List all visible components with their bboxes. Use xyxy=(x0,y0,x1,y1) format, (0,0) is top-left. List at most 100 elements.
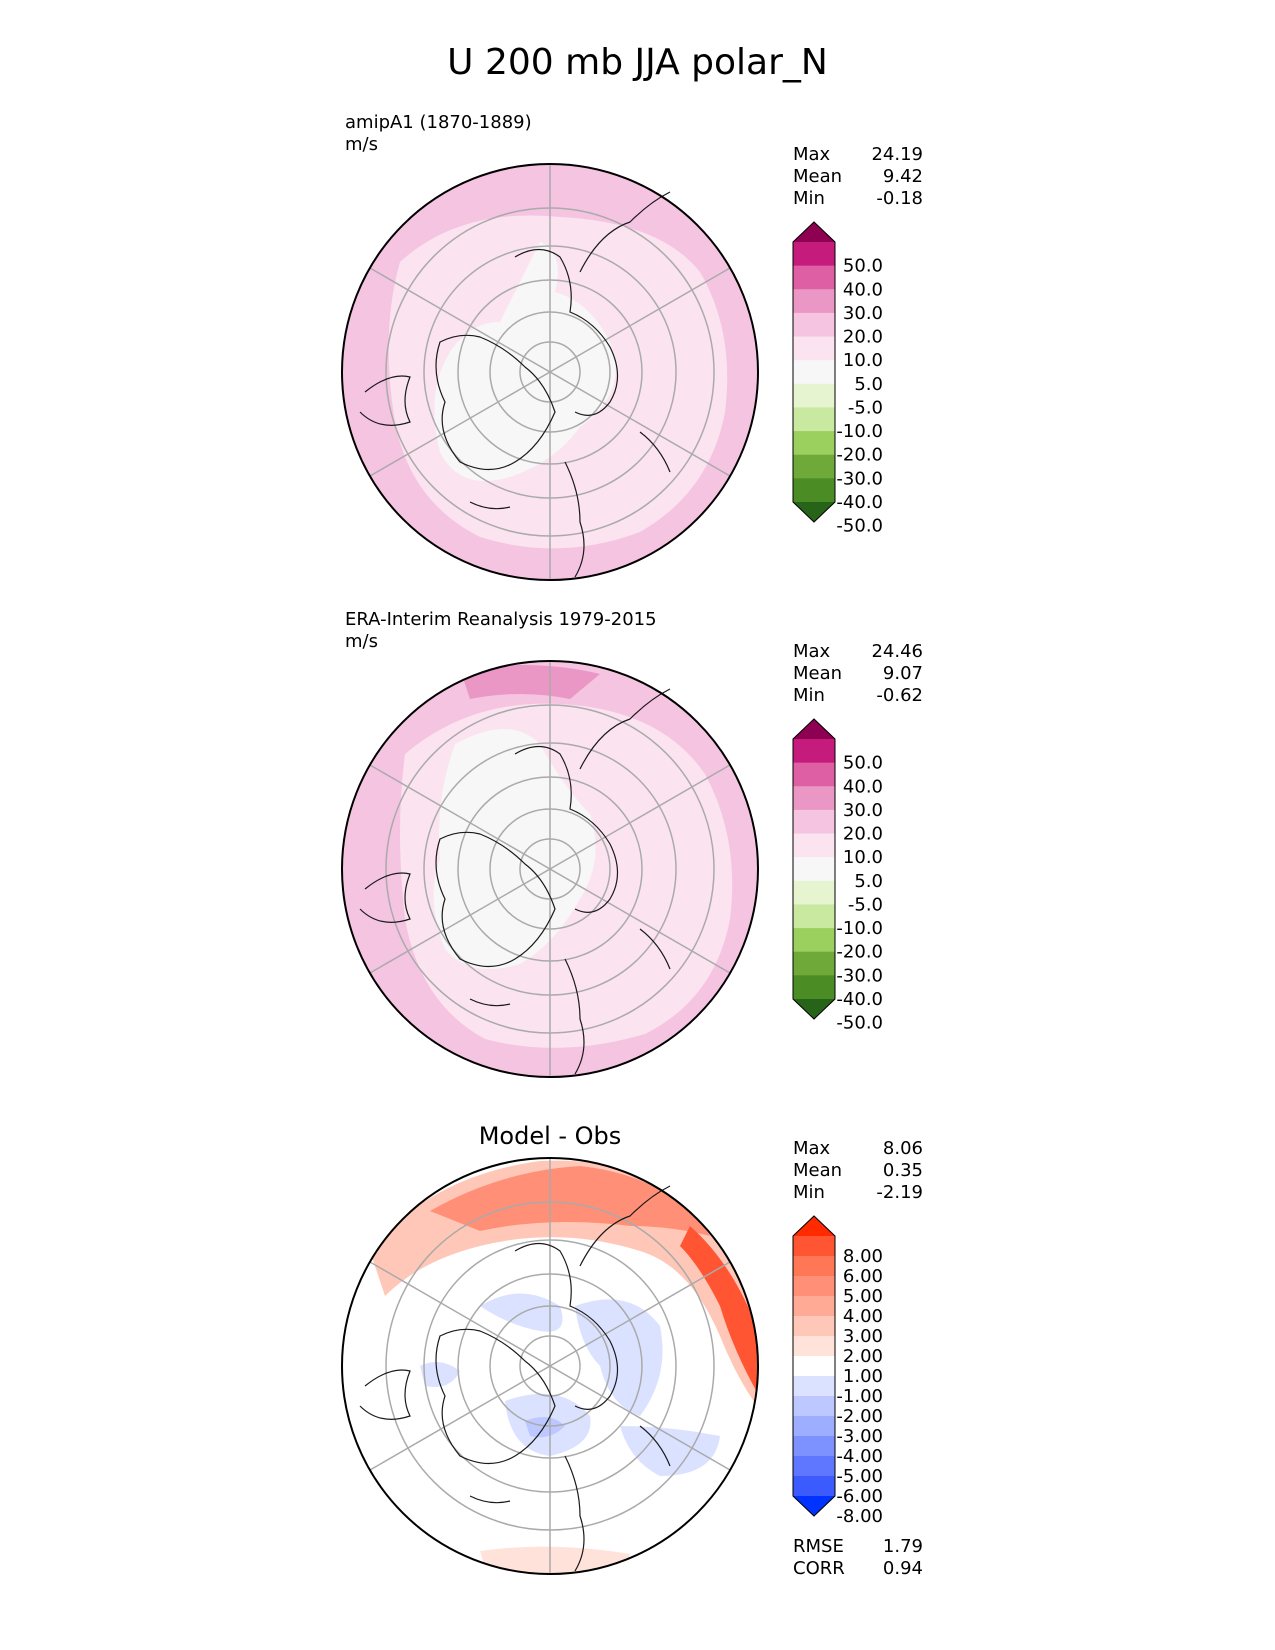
panel2-max-label: Max xyxy=(793,641,831,662)
panel3-colorbar-swatch xyxy=(793,1276,835,1297)
panel1-min-label: Min xyxy=(793,188,825,209)
panel2-min: -0.62 xyxy=(876,685,923,706)
panel2-map-border xyxy=(341,660,759,1078)
panel1-colorbar-swatch xyxy=(793,431,835,456)
panel3-colorbar-tick-label: -4.00 xyxy=(836,1446,883,1467)
panel3-colorbar-swatch xyxy=(793,1296,835,1317)
panel2-colorbar-cap-bottom xyxy=(793,999,835,1019)
panel3-colorbar-tick-label: 1.00 xyxy=(843,1366,883,1387)
panel2-colorbar-swatch xyxy=(793,975,835,1000)
panel3-colorbar: 8.006.005.004.003.002.001.00-1.00-2.00-3… xyxy=(792,1215,883,1527)
panel3-colorbar-swatch xyxy=(793,1356,835,1377)
panel2-graticule xyxy=(369,661,731,1077)
panel2-colorbar-tick-label: 30.0 xyxy=(843,800,883,821)
panel2-colorbar-swatch xyxy=(793,762,835,787)
panel2-colorbar-tick-label: -30.0 xyxy=(836,965,883,986)
panel3-map-border xyxy=(341,1157,759,1575)
panel2-region-jet-maxima-north xyxy=(460,665,600,699)
panel2-colorbar-tick-label: -10.0 xyxy=(836,918,883,939)
panel3-colorbar-swatch xyxy=(793,1316,835,1337)
panel1-colorbar-swatch xyxy=(793,407,835,432)
panel1-colorbar-cap-bottom xyxy=(793,502,835,522)
panel2-coastlines xyxy=(359,688,671,1075)
panel2-header: ERA-Interim Reanalysis 1979-2015 m/s xyxy=(345,609,657,653)
panel1-map-border xyxy=(341,163,759,581)
panel1-colorbar-swatch xyxy=(793,242,835,267)
panel3-region-positive-south xyxy=(480,1546,630,1574)
panel1-stats: Max 24.19 Mean 9.42 Min -0.18 xyxy=(793,144,923,210)
panel1-polar-map xyxy=(341,163,759,581)
panel3-coastlines xyxy=(359,1185,671,1572)
panel1-colorbar-swatch xyxy=(793,383,835,408)
panel3-colorbar-outline xyxy=(792,1215,836,1517)
panel1-colorbar-tick-label: 20.0 xyxy=(843,327,883,348)
panel3-colorbar-tick-label: -2.00 xyxy=(836,1406,883,1427)
panel2-colorbar-outline xyxy=(792,718,836,1020)
panel3-colorbar-tick-label: -8.00 xyxy=(836,1506,883,1527)
panel3-colorbar-swatch xyxy=(793,1376,835,1397)
panel2-colorbar-tick-label: -40.0 xyxy=(836,989,883,1010)
panel1-colorbar-outline xyxy=(792,221,836,523)
panel2-colorbar-swatch xyxy=(793,880,835,905)
panel1-colorbar-swatch xyxy=(793,265,835,290)
panel3-colorbar-tick-label: -1.00 xyxy=(836,1386,883,1407)
panel3-region-negative-core xyxy=(525,1417,565,1438)
panel1-label: amipA1 (1870-1889) xyxy=(345,112,532,133)
panel3-graticule xyxy=(369,1158,731,1574)
panel3-mean-label: Mean xyxy=(793,1160,843,1181)
panel1-colorbar-swatch xyxy=(793,454,835,479)
panel2-units: m/s xyxy=(345,631,378,652)
panel2-colorbar-tick-label: 5.0 xyxy=(854,871,883,892)
panel3-colorbar-swatch xyxy=(793,1256,835,1277)
panel1-mean-label: Mean xyxy=(793,166,843,187)
panel2-colorbar-tick-label: 10.0 xyxy=(843,847,883,868)
figure-title: U 200 mb JJA polar_N xyxy=(447,42,828,83)
panel3-metrics: RMSE 1.79 CORR 0.94 xyxy=(793,1536,923,1580)
panel1-graticule xyxy=(369,164,731,580)
panel3-region-negative-patch-4 xyxy=(620,1426,720,1476)
panel3-min: -2.19 xyxy=(876,1182,923,1203)
panel2-colorbar-swatch xyxy=(793,739,835,764)
panel3-region-positive-arc-strong xyxy=(430,1166,710,1236)
panel3-stats: Max 8.06 Mean 0.35 Min -2.19 xyxy=(793,1138,923,1204)
panel1-colorbar-swatch xyxy=(793,478,835,503)
panel1-colorbar-tick-label: -50.0 xyxy=(836,516,883,537)
panel2-colorbar-tick-label: -50.0 xyxy=(836,1013,883,1034)
panel2-label: ERA-Interim Reanalysis 1979-2015 xyxy=(345,609,657,630)
panel2-colorbar-swatch xyxy=(793,904,835,929)
panel3-max-label: Max xyxy=(793,1138,831,1159)
panel2-mean: 9.07 xyxy=(882,663,923,684)
panel2-colorbar-swatch xyxy=(793,833,835,858)
panel2-colorbar-swatch xyxy=(793,951,835,976)
panel1-region-arctic-core xyxy=(434,242,616,482)
panel1-colorbar-tick-label: 30.0 xyxy=(843,303,883,324)
panel3-colorbar-cap-top xyxy=(793,1216,835,1236)
panel2-colorbar-swatch xyxy=(793,857,835,882)
panel3-colorbar-swatch xyxy=(793,1476,835,1497)
panel3-mean: 0.35 xyxy=(882,1160,923,1181)
panel1-min: -0.18 xyxy=(876,188,923,209)
panel2-colorbar-swatch xyxy=(793,928,835,953)
panel2-colorbar-tick-label: -5.0 xyxy=(848,894,883,915)
panel1-header: amipA1 (1870-1889) m/s xyxy=(345,112,532,156)
panel2-polar-map xyxy=(341,660,759,1078)
panel2-colorbar-cap-top xyxy=(793,719,835,739)
panel1-colorbar-tick-label: -20.0 xyxy=(836,445,883,466)
panel2-colorbar-tick-label: 20.0 xyxy=(843,824,883,845)
panel3-min-label: Min xyxy=(793,1182,825,1203)
panel1-colorbar-tick-label: -40.0 xyxy=(836,492,883,513)
panel3-colorbar-tick-label: 3.00 xyxy=(843,1326,883,1347)
panel3-colorbar-swatch xyxy=(793,1236,835,1257)
panel2-colorbar: 50.040.0 30.0 20.010.0 5.0-5.0 -10.0 -20.0-30… xyxy=(792,718,883,1034)
panel3-polar-map xyxy=(341,1157,759,1575)
panel1-colorbar-swatch xyxy=(793,336,835,361)
panel1-colorbar-tick-label: -10.0 xyxy=(836,421,883,442)
panel3-colorbar-swatch xyxy=(793,1396,835,1417)
panel3-colorbar-tick-label: 8.00 xyxy=(843,1246,883,1267)
panel3-colorbar-tick-label: -5.00 xyxy=(836,1466,883,1487)
panel1-max: 24.19 xyxy=(871,144,923,165)
panel3-colorbar-tick-label: 6.00 xyxy=(843,1266,883,1287)
panel2-colorbar-tick-label: -20.0 xyxy=(836,942,883,963)
panel2-stats: Max 24.46 Mean 9.07 Min -0.62 xyxy=(793,641,923,707)
panel2-max: 24.46 xyxy=(871,641,923,662)
